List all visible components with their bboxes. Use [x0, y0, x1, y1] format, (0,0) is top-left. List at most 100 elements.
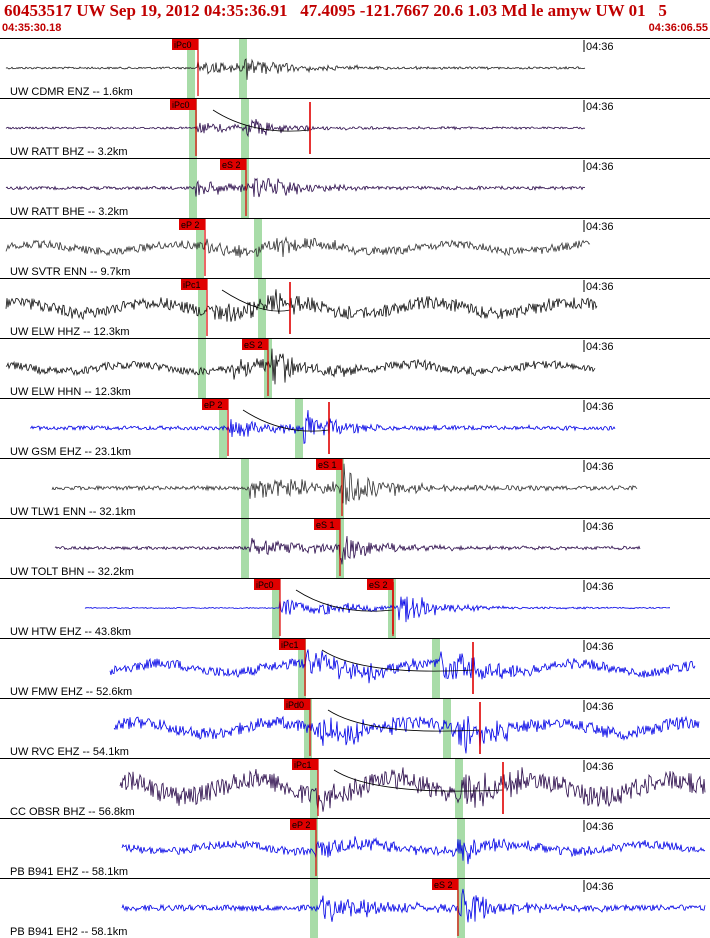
station-label: PB B941 EH2 -- 58.1km — [10, 926, 127, 938]
minute-label: 04:36 — [586, 881, 614, 893]
minute-label: 04:36 — [586, 821, 614, 833]
pick-flag — [202, 399, 228, 410]
pick-flag — [292, 759, 318, 770]
pick-flag — [314, 519, 340, 530]
trace-row: 04:36 eP 2 UW GSM EHZ -- 23.1km — [0, 398, 710, 458]
pick-label: iPc0 — [256, 580, 274, 590]
trace-row: 04:36 iPd0 UW RVC EHZ -- 54.1km — [0, 698, 710, 758]
trace-row: 04:36 eS 1 UW TLW1 ENN -- 32.1km — [0, 458, 710, 518]
pick-flag — [367, 579, 393, 590]
waveform — [5, 177, 586, 198]
pick-flag — [179, 219, 205, 230]
coda-curve — [333, 769, 504, 792]
pick-label: eS 2 — [369, 580, 388, 590]
end-time: 04:36:06.55 — [648, 22, 708, 34]
pick-label: iPc0 — [174, 40, 192, 50]
analysis-window — [189, 99, 197, 158]
waveform — [84, 596, 671, 623]
coda-curve — [295, 589, 394, 612]
analysis-window — [388, 579, 396, 638]
trace-row: 04:36 eS 2 PB B941 EH2 -- 58.1km — [0, 878, 710, 938]
trace-row: 04:36 eS 1 UW TOLT BHN -- 32.2km — [0, 518, 710, 578]
analysis-window — [239, 39, 247, 98]
trace-row: 04:36 iPc0 UW RATT BHZ -- 3.2km — [0, 98, 710, 158]
analysis-window — [310, 759, 318, 818]
analysis-window — [336, 459, 344, 518]
station-label: UW RATT BHZ -- 3.2km — [10, 146, 128, 158]
pick-label: eS 2 — [434, 880, 453, 890]
station-label: UW GSM EHZ -- 23.1km — [10, 446, 131, 458]
trace-row: 04:36 eS 2 UW ELW HHN -- 12.3km — [0, 338, 710, 398]
coda-curve — [242, 409, 330, 432]
station-label: UW FMW EHZ -- 52.6km — [10, 686, 132, 698]
coda-curve — [212, 109, 311, 132]
analysis-window — [187, 39, 195, 98]
analysis-window — [304, 699, 312, 758]
minute-label: 04:36 — [586, 461, 614, 473]
analysis-window — [310, 879, 318, 938]
pick-flag — [172, 39, 198, 50]
waveform — [113, 715, 700, 754]
pick-label: eS 2 — [244, 340, 263, 350]
pick-label: eS 2 — [222, 160, 241, 170]
pick-label: eP 2 — [204, 400, 222, 410]
trace-row: 04:36 iPc1 CC OBSR BHZ -- 56.8km — [0, 758, 710, 818]
pick-flag — [181, 279, 207, 290]
station-label: UW TLW1 ENN -- 32.1km — [10, 506, 136, 518]
analysis-window — [198, 279, 206, 338]
station-label: UW HTW EHZ -- 43.8km — [10, 626, 131, 638]
trace-row: 04:36 eS 2 UW RATT BHE -- 3.2km — [0, 158, 710, 218]
minute-label: 04:36 — [586, 701, 614, 713]
pick-flag — [170, 99, 196, 110]
analysis-window — [298, 639, 306, 698]
pick-flag — [432, 879, 458, 890]
station-label: PB B941 EHZ -- 58.1km — [10, 866, 128, 878]
minute-label: 04:36 — [586, 281, 614, 293]
station-label: CC OBSR BHZ -- 56.8km — [10, 806, 135, 818]
minute-label: 04:36 — [586, 341, 614, 353]
analysis-window — [295, 399, 303, 458]
seismogram-panel: 04:36 iPc0 UW CDMR ENZ -- 1.6km 04:36 iPc0 UW… — [0, 38, 710, 938]
pick-flag — [316, 459, 342, 470]
pick-flag — [242, 339, 268, 350]
trace-row: 04:36 iPc0 eS 2 UW HTW EHZ -- 43.8km — [0, 578, 710, 638]
trace-row: 04:36 eP 2 PB B941 EHZ -- 58.1km — [0, 818, 710, 878]
waveform — [5, 289, 598, 322]
coda-curve — [327, 709, 481, 732]
station-label: UW ELW HHZ -- 12.3km — [10, 326, 130, 338]
event-title: 60453517 UW Sep 19, 2012 04:35:36.91 47.… — [4, 1, 667, 20]
pick-flag — [284, 699, 310, 710]
analysis-window — [254, 219, 262, 278]
waveform — [121, 888, 706, 923]
waveform — [30, 410, 616, 445]
pick-flag — [279, 639, 305, 650]
minute-label: 04:36 — [586, 221, 614, 233]
station-label: UW RVC EHZ -- 54.1km — [10, 746, 129, 758]
minute-label: 04:36 — [586, 521, 614, 533]
analysis-window — [272, 579, 280, 638]
pick-label: iPc1 — [183, 280, 201, 290]
start-time: 04:35:30.18 — [2, 22, 62, 34]
station-label: UW CDMR ENZ -- 1.6km — [10, 86, 133, 98]
pick-flag — [254, 579, 280, 590]
analysis-window — [432, 639, 440, 698]
waveform — [51, 463, 638, 505]
waveform — [5, 236, 591, 258]
analysis-window — [241, 159, 249, 218]
station-label: UW SVTR ENN -- 9.7km — [10, 266, 130, 278]
analysis-window — [198, 339, 206, 398]
pick-label: iPc1 — [281, 640, 299, 650]
pick-label: eS 1 — [316, 520, 335, 530]
analysis-window — [310, 819, 318, 878]
pick-label: iPc0 — [172, 100, 190, 110]
station-label: UW RATT BHE -- 3.2km — [10, 206, 128, 218]
pick-label: eP 2 — [181, 220, 199, 230]
trace-row: 04:36 eP 2 UW SVTR ENN -- 9.7km — [0, 218, 710, 278]
waveform — [109, 649, 696, 684]
waveform — [5, 58, 586, 80]
waveform — [54, 535, 641, 565]
coda-curve — [221, 289, 291, 312]
waveform — [5, 348, 596, 385]
pick-flag — [220, 159, 246, 170]
analysis-window — [241, 519, 249, 578]
